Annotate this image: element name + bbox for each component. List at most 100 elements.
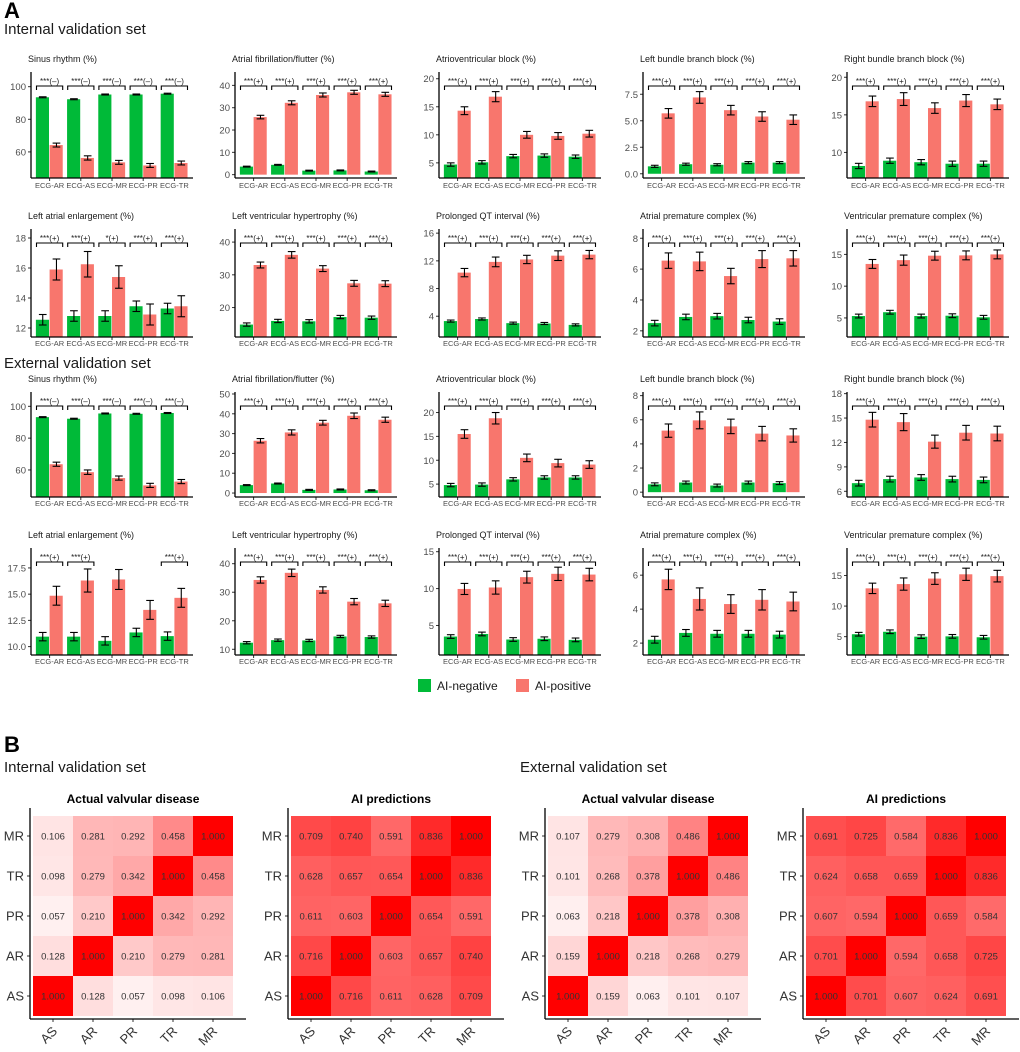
heatmap-value: 1.000 [974, 832, 998, 843]
error-bar [146, 303, 154, 326]
x-tick-label: ECG-PR [537, 181, 567, 190]
bar-ai-negative [302, 321, 316, 337]
significance-label: ***(+) [448, 553, 468, 562]
x-tick-label: ECG-PR [129, 181, 159, 190]
bar-ai-positive [959, 100, 973, 178]
heatmap-value: 0.659 [934, 912, 958, 923]
error-bar [899, 92, 908, 107]
legend-label-negative: AI-negative [437, 679, 498, 693]
heatmap-value: 0.584 [894, 832, 918, 843]
x-tick-label: ECG-MR [709, 657, 740, 666]
bar-ai-positive [896, 422, 910, 497]
significance-label: ***(+) [369, 397, 389, 406]
x-tick-label: ECG-PR [537, 499, 567, 508]
error-bar [115, 265, 123, 289]
error-bar [274, 163, 282, 166]
significance-label: ***(+) [369, 553, 389, 562]
error-bar [83, 155, 92, 161]
bar-chart-panel: Left bundle branch block (%) 0 2 4 6 8 ECG-AR *… [633, 374, 805, 508]
error-bar [242, 165, 251, 168]
x-tick-label: ECG-TR [568, 657, 597, 666]
bar-ai-positive [347, 601, 361, 655]
error-bar [886, 157, 894, 164]
error-bar [868, 258, 877, 269]
bar-ai-positive [896, 260, 910, 337]
significance-label: ***(+) [683, 397, 703, 406]
significance-label: ***(–) [40, 77, 59, 86]
legend-label-positive: AI-positive [535, 679, 591, 693]
x-tick-label: ECG-AR [443, 657, 473, 666]
heatmap-cell [33, 976, 73, 1016]
significance-bracket [506, 242, 534, 247]
y-tick-label: 10 [831, 282, 842, 293]
y-tick-label: 15 [423, 547, 434, 558]
bar-ai-negative [772, 162, 786, 174]
heatmap-cell [73, 816, 113, 856]
x-tick-label: ECG-AR [35, 657, 65, 666]
heatmap-cell [291, 816, 331, 856]
y-tick-label: 6 [633, 265, 638, 276]
significance-bracket [851, 85, 880, 90]
x-tick-label: ECG-AR [647, 499, 677, 508]
heatmap-x-label: AS [552, 1023, 575, 1046]
significance-bracket [35, 561, 64, 566]
chart-title: Atrial fibrillation/flutter (%) [232, 374, 335, 384]
heatmap-cell [153, 976, 193, 1016]
heatmap-cell [331, 816, 371, 856]
error-bar [713, 483, 721, 488]
bar-ai-negative [129, 413, 143, 497]
x-tick-label: ECG-AR [851, 657, 881, 666]
y-tick-label: 4 [429, 312, 434, 323]
bar-ai-positive [49, 269, 63, 337]
bar-chart-panel: Left atrial enlargement (%) 12 14 16 18 ECG-A… [15, 211, 193, 348]
bar-ai-negative [883, 631, 897, 655]
y-tick-label: 8 [633, 391, 638, 402]
error-bar [460, 106, 469, 116]
significance-label: ***(+) [306, 77, 326, 86]
heatmap-cell [73, 896, 113, 936]
significance-bracket [364, 405, 393, 410]
external-set-heading: External validation set [4, 355, 152, 372]
heatmap-cell [628, 896, 668, 936]
error-bar [336, 314, 345, 320]
heatmap-value: 0.281 [81, 832, 105, 843]
x-tick-label: ECG-AR [851, 181, 881, 190]
bar-chart-panel: Left ventricular hypertrophy (%) 20 30 40 EC… [219, 211, 397, 348]
x-tick-label: ECG-TR [976, 657, 1005, 666]
bar-ai-negative [976, 479, 990, 497]
heatmap-value: 0.836 [419, 832, 443, 843]
bar-ai-negative [537, 477, 551, 497]
significance-label: ***(+) [746, 77, 766, 86]
x-tick-label: ECG-AR [35, 499, 65, 508]
x-tick-label: ECG-PR [333, 339, 363, 348]
error-bar [446, 482, 455, 488]
error-bar [758, 111, 766, 122]
heatmap-cell [291, 896, 331, 936]
bar-ai-positive [378, 603, 392, 655]
significance-bracket [710, 405, 738, 410]
error-bar [350, 89, 358, 95]
y-tick-label: 40 [219, 81, 230, 92]
bar-ai-positive [520, 134, 534, 178]
error-bar [70, 417, 78, 420]
significance-label: ***(+) [542, 77, 562, 86]
heatmap-cell [548, 896, 588, 936]
heatmap-cell [886, 976, 926, 1016]
heatmap-cell [371, 936, 411, 976]
error-bar [478, 160, 486, 165]
significance-label: ***(+) [950, 553, 970, 562]
y-tick-label: 6 [633, 415, 638, 426]
error-bar [713, 629, 721, 638]
heatmap-value: 0.628 [419, 992, 443, 1003]
bar-ai-positive [457, 110, 471, 178]
bar-ai-negative [851, 634, 865, 655]
heatmap-cell [708, 816, 748, 856]
significance-label: ***(+) [275, 234, 295, 243]
significance-label: ***(+) [165, 553, 185, 562]
bar-ai-negative [568, 477, 582, 497]
significance-bracket [160, 85, 189, 90]
bar-ai-negative [364, 317, 378, 337]
heatmap-value: 0.716 [339, 992, 363, 1003]
error-bar [146, 482, 154, 489]
y-tick-label: 18 [15, 234, 26, 245]
